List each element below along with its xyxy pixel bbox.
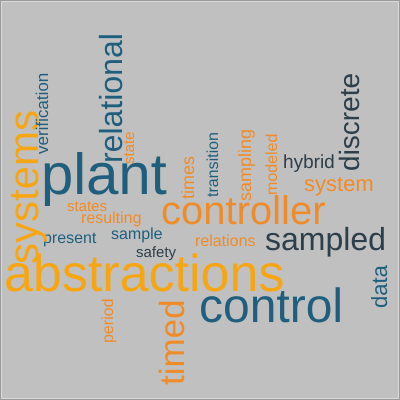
word-system: system <box>304 171 374 196</box>
word-sampling: sampling <box>235 128 255 201</box>
word-present: present <box>43 230 97 247</box>
word-state: state <box>121 131 138 164</box>
word-period: period <box>100 298 117 343</box>
word-resulting: resulting <box>81 210 142 227</box>
word-discrete: discrete <box>334 72 365 171</box>
word-modeled: modeled <box>264 133 281 195</box>
word-sampled: sampled <box>265 221 386 257</box>
word-timed: timed <box>153 299 192 385</box>
word-times: times <box>178 155 198 199</box>
word-controller: controller <box>161 189 326 233</box>
word-sample: sample <box>111 226 163 243</box>
word-safety: safety <box>136 244 177 261</box>
word-plant: plant <box>41 142 167 207</box>
word-hybrid: hybrid <box>283 152 335 173</box>
word-relations: relations <box>195 233 256 250</box>
word-control: control <box>199 280 344 333</box>
word-data: data <box>367 265 392 308</box>
word-abstractions: abstractions <box>4 245 285 303</box>
word-states: states <box>67 198 108 215</box>
word-verification: verification <box>33 72 52 154</box>
word-transition: transition <box>205 132 222 197</box>
